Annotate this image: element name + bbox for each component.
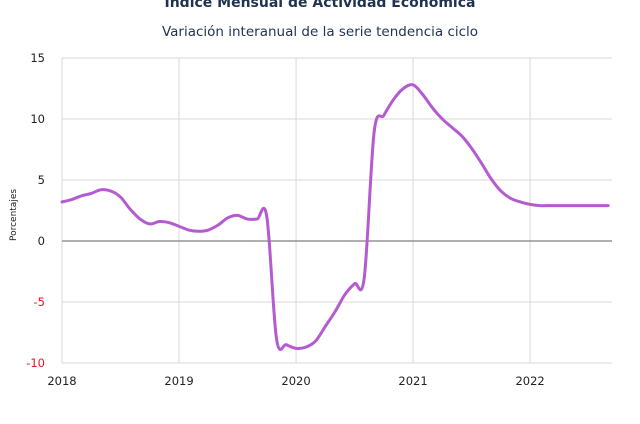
y-tick-label: -5	[34, 295, 45, 309]
series-line-0	[60, 83, 610, 351]
y-tick-label: 5	[38, 173, 45, 187]
y-tick-label: -10	[26, 356, 45, 370]
chart-subtitle: Variación interanual de la serie tendenc…	[161, 24, 479, 40]
x-tick-label: 2018	[47, 374, 76, 388]
y-tick-label: 10	[30, 112, 45, 126]
y-axis-label: Porcentajes	[9, 189, 19, 241]
y-axis-ticks: 15 10 5 0 -5 -10	[26, 51, 45, 370]
y-tick-label: 0	[38, 234, 45, 248]
chart-title: Indice Mensual de Actividad Económica	[164, 0, 476, 11]
x-tick-label: 2020	[281, 374, 310, 388]
y-tick-label: 15	[30, 51, 45, 65]
x-tick-label: 2019	[164, 374, 193, 388]
grid	[61, 57, 612, 364]
series	[60, 83, 610, 351]
x-tick-label: 2021	[398, 374, 427, 388]
x-tick-label: 2022	[515, 374, 544, 388]
x-axis-ticks: 2018 2019 2020 2021 2022	[47, 374, 544, 388]
